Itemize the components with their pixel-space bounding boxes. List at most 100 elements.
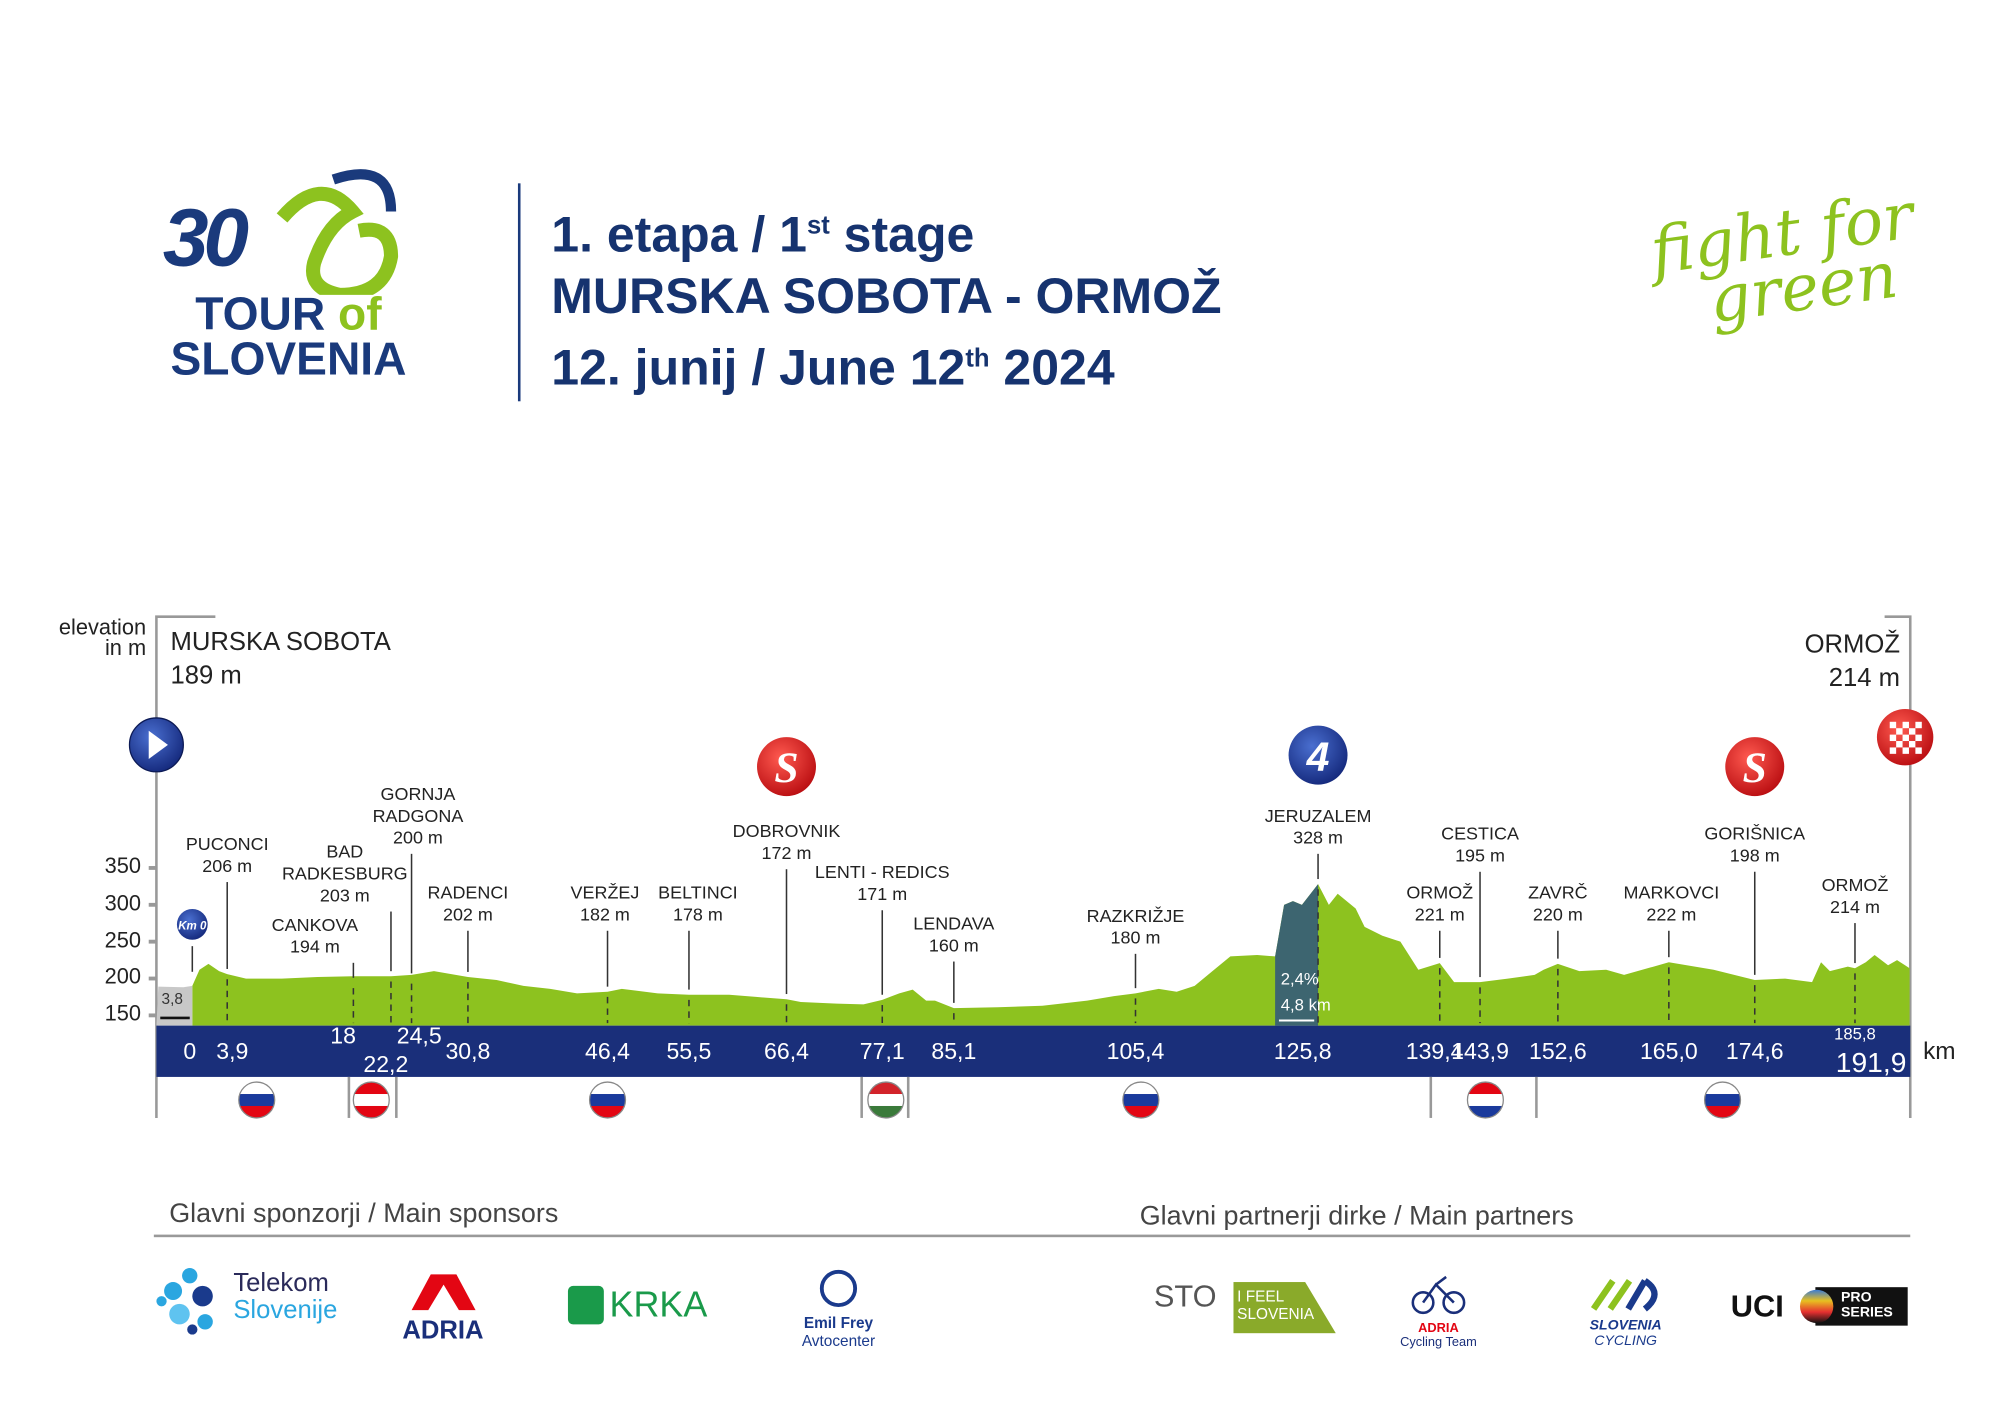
slovenia-cycling-logo: SLOVENIA CYCLING	[1583, 1276, 1668, 1349]
km-label: 125,8	[1273, 1038, 1332, 1065]
krka-k-icon	[567, 1285, 604, 1325]
flag-stripe	[589, 1082, 626, 1095]
flag-stripe	[353, 1082, 390, 1095]
flag-rim	[1466, 1081, 1504, 1119]
flag-rim	[588, 1081, 627, 1119]
croatia-flag-icon	[1466, 1081, 1504, 1119]
logo-tour: TOUR	[195, 287, 326, 340]
flag-stripe	[1467, 1094, 1504, 1107]
flag-rim	[352, 1081, 390, 1119]
checkered-flag-square	[1902, 734, 1909, 742]
telekom-dots-icon	[156, 1267, 213, 1335]
km-label: 152,6	[1528, 1038, 1587, 1065]
checkered-flag-square	[1915, 747, 1922, 754]
flag-stripe	[1704, 1105, 1741, 1118]
y-tick-label: 350	[104, 853, 142, 879]
flag-stripe	[867, 1105, 904, 1118]
checkered-flag-square	[1902, 747, 1909, 754]
km-label: 30,8	[445, 1038, 491, 1065]
sprint-icon	[757, 737, 816, 797]
town-label: MARKOVCI 222 m	[1623, 882, 1720, 925]
climb-info: 2,4% 4,8 km	[1280, 969, 1331, 1015]
km-label: 165,0	[1639, 1038, 1698, 1065]
checkered-flag-square	[1889, 734, 1897, 742]
km0-label: Km 0	[178, 920, 207, 932]
hungary-flag-icon	[867, 1081, 905, 1119]
km-band	[156, 1025, 1911, 1077]
town-label: RAZKRIŽJE 180 m	[1086, 905, 1185, 948]
header-divider	[517, 183, 521, 402]
play-arrow-icon	[148, 730, 168, 759]
slovenia-cycling-stripes-icon	[1590, 1278, 1658, 1312]
flag-stripe	[1467, 1082, 1504, 1095]
neutral-length-label: 3,8	[161, 989, 183, 1008]
km0-icon	[176, 908, 208, 940]
flag-stripe	[1704, 1094, 1741, 1107]
km-label: 85,1	[931, 1038, 977, 1065]
flag-stripe	[867, 1094, 904, 1107]
flag-rim	[1703, 1081, 1742, 1119]
flag-stripe	[353, 1105, 390, 1118]
cyclist-logo-icon	[276, 169, 399, 295]
flag-stripe	[238, 1094, 275, 1107]
checkered-flag-square	[1889, 747, 1897, 754]
flag-stripe	[1704, 1082, 1741, 1095]
km-label: 77,1	[859, 1038, 905, 1065]
km-label: 55,5	[666, 1038, 712, 1065]
flag-stripe	[589, 1094, 626, 1107]
town-label: LENDAVA 160 m	[913, 912, 995, 956]
tour-of-slovenia-logo: 30 TOUR of SLOVENIA	[160, 167, 416, 391]
adria-a-icon	[410, 1274, 475, 1311]
km-label: 105,4	[1106, 1038, 1165, 1065]
flag-stripe	[238, 1105, 275, 1118]
km-label: 22,2	[363, 1051, 409, 1077]
uci-pro-series-logo: UCI PRO SERIES	[1731, 1287, 1908, 1326]
slovenia-flag-icon	[238, 1081, 276, 1119]
flag-stripe	[867, 1082, 904, 1095]
krka-logo: KRKA	[567, 1285, 707, 1326]
emil-frey-emblem-icon	[819, 1269, 858, 1308]
town-label: CESTICA 195 m	[1441, 823, 1519, 866]
x-axis-unit: km	[1923, 1038, 1956, 1066]
flag-stripe	[353, 1094, 390, 1107]
checkered-flag-square	[1915, 734, 1922, 742]
checkered-flag-square	[1908, 728, 1916, 735]
stage-title: 1. etapa / 1st stage MURSKA SOBOTA - ORM…	[551, 195, 1221, 400]
slovenia-flag-icon	[1122, 1081, 1160, 1119]
checkered-flag-square	[1896, 741, 1903, 748]
flag-stripe	[1122, 1082, 1159, 1095]
right-axis-line	[1884, 615, 1912, 1118]
town-label: ZAVRČ 220 m	[1528, 882, 1588, 925]
uci-rainbow-icon	[1799, 1289, 1834, 1324]
sprint-label: S	[774, 744, 798, 792]
km-label: 174,6	[1725, 1038, 1784, 1065]
sprint-label: S	[1743, 744, 1767, 792]
y-axis-label: elevation in m	[58, 615, 147, 661]
checkered-flag-square	[1915, 721, 1922, 729]
neutral-zone-area	[156, 985, 193, 1026]
km-label: 18	[330, 1023, 356, 1049]
town-label: JERUZALEM 328 m	[1264, 805, 1372, 848]
adria-logo: ADRIA	[382, 1272, 504, 1346]
y-tick-label: 250	[104, 927, 142, 952]
town-label: CANKOVA 194 m	[271, 914, 359, 957]
km-label: 191,9	[1835, 1046, 1907, 1079]
kom-category-label: 4	[1306, 734, 1330, 780]
climb-area	[1275, 884, 1319, 1026]
checkered-flag-square	[1896, 728, 1903, 735]
flag-rim	[867, 1081, 905, 1119]
km-label: 185,8	[1834, 1024, 1876, 1044]
start-town: MURSKA SOBOTA 189 m	[170, 628, 391, 690]
town-label: PUCONCI 206 m	[185, 833, 269, 876]
y-tick-label: 300	[104, 890, 142, 916]
flag-stripe	[589, 1105, 626, 1118]
y-tick-label: 200	[104, 964, 142, 989]
flag-stripe	[238, 1082, 275, 1095]
km-label: 139,4	[1405, 1038, 1464, 1065]
checkered-flag-square	[1902, 721, 1909, 729]
km-label: 46,4	[585, 1038, 630, 1065]
slovenia-flag-icon	[1703, 1081, 1742, 1119]
y-tick-label: 150	[104, 1001, 142, 1026]
